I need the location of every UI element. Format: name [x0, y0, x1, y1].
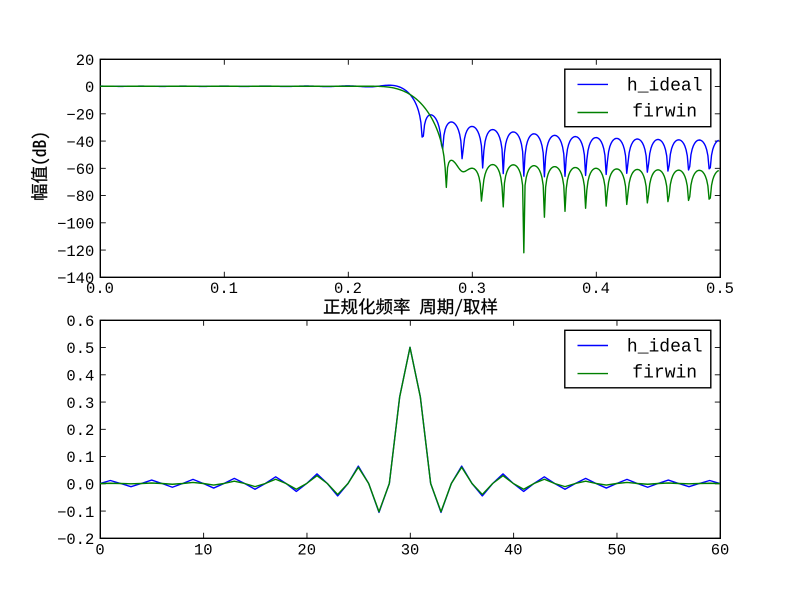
svg-text:−60: −60 — [66, 161, 94, 179]
svg-text:50: 50 — [607, 542, 626, 560]
svg-text:firwin: firwin — [632, 102, 697, 122]
svg-text:−100: −100 — [57, 216, 94, 234]
svg-text:40: 40 — [504, 542, 523, 560]
svg-text:0.3: 0.3 — [458, 280, 486, 298]
svg-text:−140: −140 — [57, 270, 94, 288]
svg-text:−120: −120 — [57, 243, 94, 261]
svg-text:firwin: firwin — [632, 364, 697, 384]
svg-text:0.4: 0.4 — [66, 368, 94, 386]
svg-text:0: 0 — [85, 79, 94, 97]
svg-text:0.0: 0.0 — [66, 477, 94, 495]
svg-text:0.1: 0.1 — [210, 280, 238, 298]
svg-text:60: 60 — [711, 542, 730, 560]
svg-text:10: 10 — [194, 542, 213, 560]
svg-text:h_ideal: h_ideal — [627, 338, 703, 358]
svg-text:0.6: 0.6 — [66, 313, 94, 331]
svg-text:0.2: 0.2 — [66, 422, 94, 440]
svg-text:20: 20 — [76, 52, 95, 70]
svg-text:0.1: 0.1 — [66, 449, 94, 467]
svg-text:−80: −80 — [66, 188, 94, 206]
svg-text:0: 0 — [95, 542, 104, 560]
svg-text:20: 20 — [297, 542, 316, 560]
svg-text:−20: −20 — [66, 107, 94, 125]
svg-text:30: 30 — [401, 542, 420, 560]
svg-text:0.2: 0.2 — [334, 280, 362, 298]
svg-text:0.5: 0.5 — [706, 280, 734, 298]
svg-text:0.3: 0.3 — [66, 395, 94, 413]
svg-text:h_ideal: h_ideal — [627, 77, 703, 97]
svg-text:−40: −40 — [66, 134, 94, 152]
svg-text:−0.1: −0.1 — [57, 504, 94, 522]
svg-text:−0.2: −0.2 — [57, 531, 94, 549]
svg-text:0.0: 0.0 — [86, 280, 114, 298]
svg-text:0.4: 0.4 — [582, 280, 610, 298]
svg-text:0.5: 0.5 — [66, 340, 94, 358]
